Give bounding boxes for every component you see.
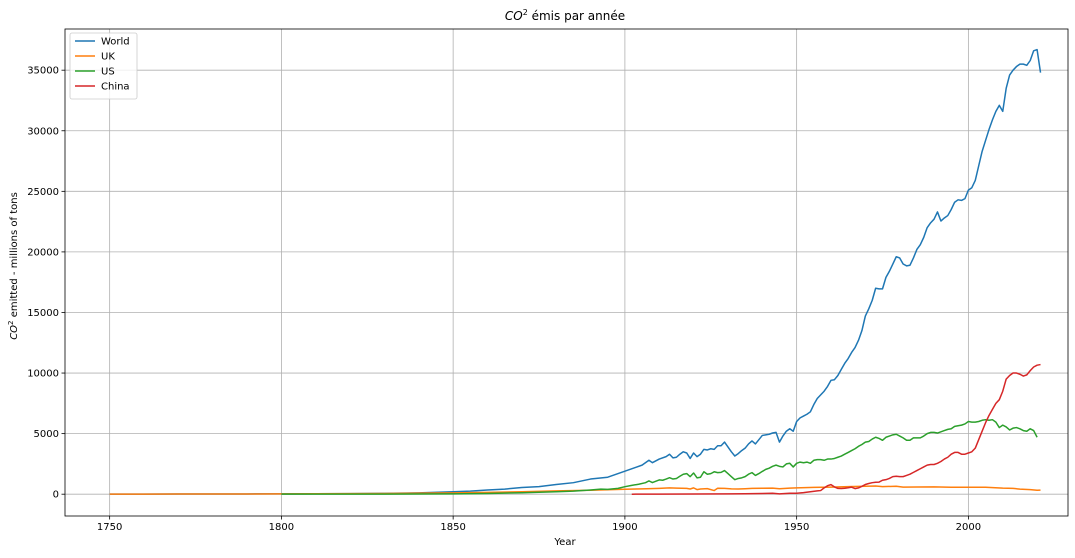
y-axis-label: CO2 emitted - millions of tons	[7, 192, 20, 340]
y-tick-label: 5000	[34, 429, 59, 440]
y-tick-label: 35000	[27, 66, 59, 77]
series-lines	[109, 48, 1042, 495]
chart-title-text: émis par année	[532, 9, 626, 23]
y-axis: 0 5000 10000 15000 20000 25000 30000 35000	[27, 66, 65, 501]
legend-label: UK	[101, 52, 115, 63]
y-tick-label: 0	[53, 490, 59, 501]
legend-label: China	[101, 82, 130, 93]
x-tick-label: 1800	[269, 522, 294, 533]
series-line-us	[281, 418, 1038, 495]
y-tick-label: 30000	[27, 126, 59, 137]
x-tick-label: 1750	[97, 522, 122, 533]
y-tick-label: 20000	[27, 247, 59, 258]
x-tick-label: 2000	[956, 522, 981, 533]
x-axis: 1750 1800 1850 1900 1950 2000	[97, 516, 981, 533]
y-tick-label: 25000	[27, 187, 59, 198]
x-tick-label: 1850	[440, 522, 465, 533]
series-line-china	[631, 363, 1041, 495]
plot-area-border	[64, 28, 1069, 517]
chart-title: CO2 émis par année	[505, 8, 625, 23]
chart-title-math: CO	[505, 9, 523, 23]
y-axis-label-math: CO	[9, 325, 20, 340]
legend-label: US	[101, 67, 115, 78]
legend: World UK US China	[69, 32, 138, 100]
x-tick-label: 1950	[784, 522, 809, 533]
y-axis-label-sup: 2	[7, 320, 15, 324]
legend-label: World	[101, 37, 130, 48]
chart-title-sup: 2	[523, 8, 528, 17]
y-axis-label-text: emitted - millions of tons	[9, 192, 20, 320]
y-tick-label: 10000	[27, 369, 59, 380]
x-axis-label: Year	[553, 537, 576, 548]
series-line-uk	[109, 485, 1041, 495]
series-line-world	[109, 48, 1042, 495]
x-tick-label: 1900	[612, 522, 637, 533]
axes-frame	[64, 28, 1069, 517]
legend-frame	[69, 32, 138, 100]
grid	[65, 29, 1068, 516]
y-tick-label: 15000	[27, 308, 59, 319]
